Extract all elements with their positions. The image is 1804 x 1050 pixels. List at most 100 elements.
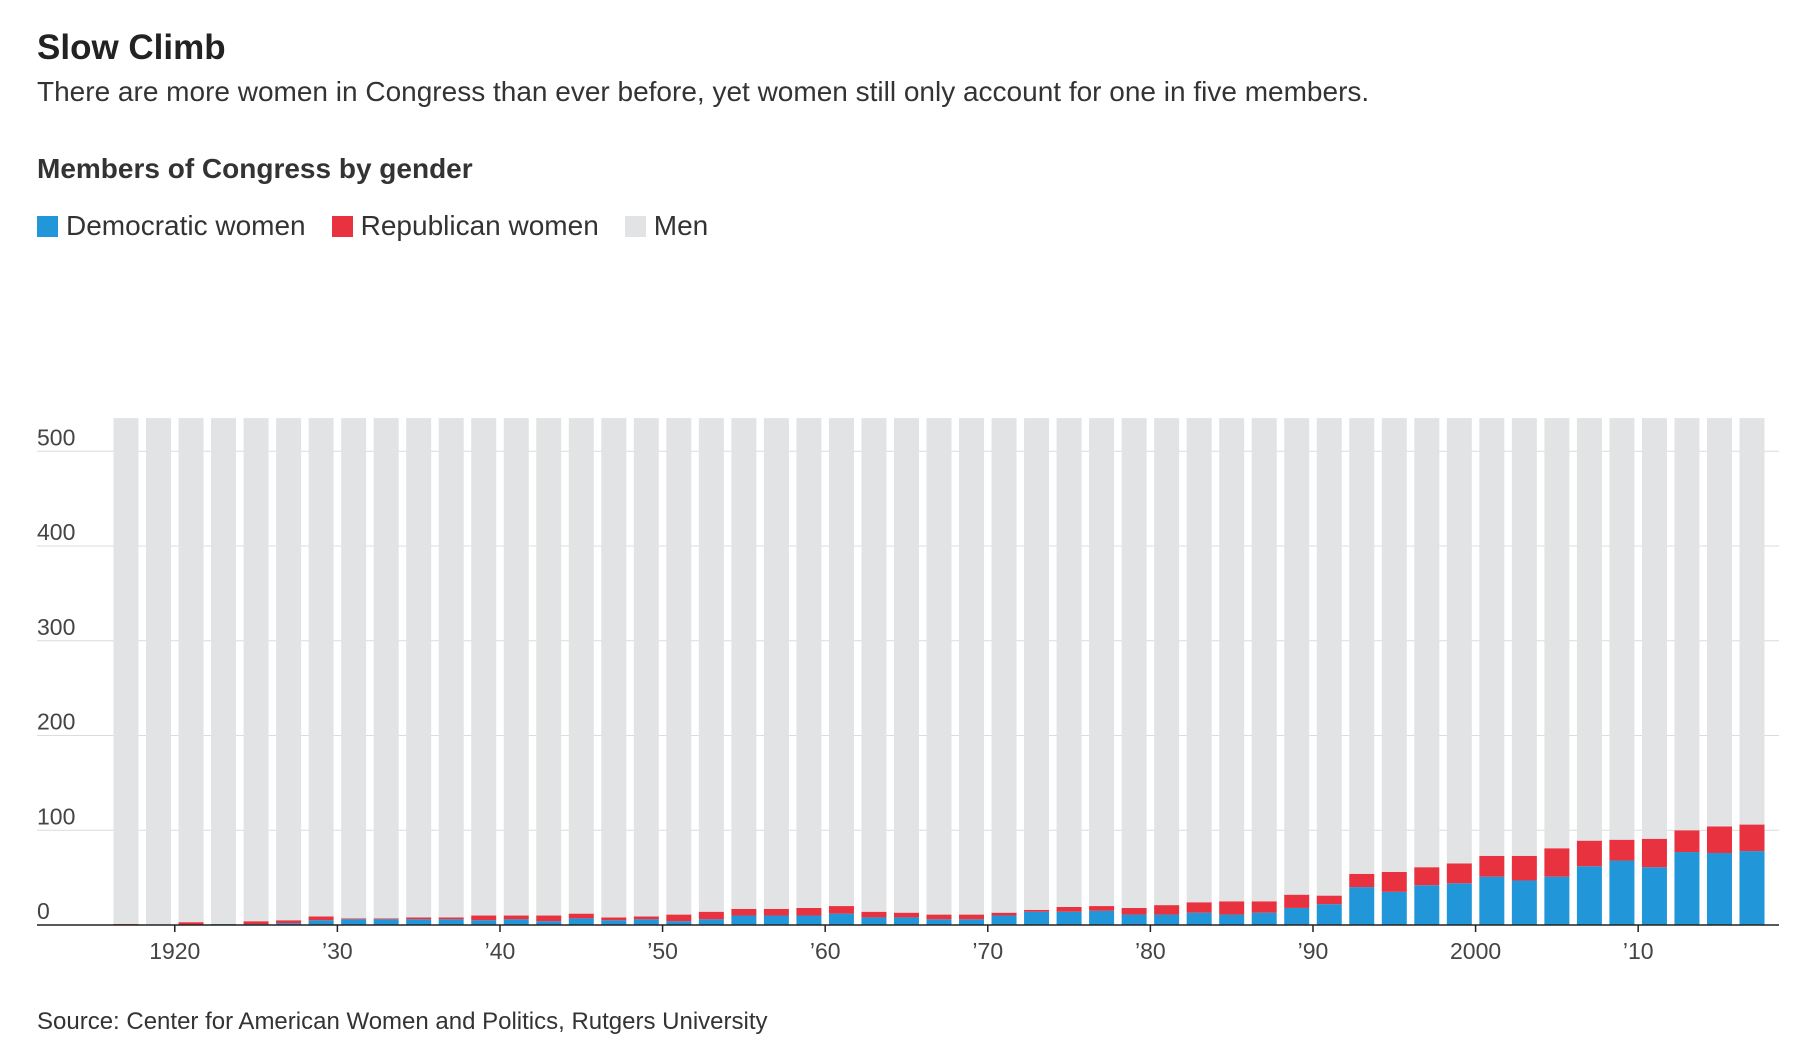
y-tick-label-100: 100 <box>37 803 75 829</box>
bar-men-1939 <box>471 418 497 916</box>
x-tick-label-1970: ’70 <box>972 938 1003 964</box>
bar-men-1951 <box>666 418 692 915</box>
bar-democratic-women-1985 <box>1219 914 1245 925</box>
bar-men-2013 <box>1674 418 1700 831</box>
bar-republican-women-2001 <box>1479 855 1505 877</box>
bar-men-1969 <box>959 418 985 915</box>
bar-republican-women-1971 <box>991 912 1017 916</box>
bar-men-1977 <box>1089 418 1115 907</box>
y-tick-label-200: 200 <box>37 709 75 735</box>
bar-democratic-women-1987 <box>1251 912 1277 925</box>
bar-republican-women-1925 <box>243 921 269 925</box>
chart-legend: Democratic women Republican women Men <box>37 210 734 242</box>
bar-democratic-women-1965 <box>893 917 919 925</box>
bar-men-1931 <box>341 418 367 919</box>
bar-republican-women-1975 <box>1056 906 1082 912</box>
bar-republican-women-1961 <box>828 906 854 914</box>
bar-men-1983 <box>1186 418 1212 903</box>
bar-democratic-women-2003 <box>1511 880 1537 925</box>
bar-republican-women-2017 <box>1739 824 1765 852</box>
bar-republican-women-1949 <box>633 916 659 920</box>
bar-republican-women-1989 <box>1284 894 1310 908</box>
bar-men-1927 <box>276 418 302 921</box>
bar-men-1967 <box>926 418 952 915</box>
bar-men-1917 <box>113 418 139 925</box>
bar-men-1981 <box>1154 418 1180 906</box>
x-tick-label-1980: ’80 <box>1135 938 1166 964</box>
bar-men-1919 <box>146 418 172 925</box>
bar-men-2017 <box>1739 418 1765 825</box>
bar-democratic-women-1959 <box>796 915 822 925</box>
bar-men-2001 <box>1479 418 1505 856</box>
bar-democratic-women-1983 <box>1186 912 1212 925</box>
legend-swatch-men <box>624 215 646 237</box>
y-tick-label-500: 500 <box>37 424 75 450</box>
bar-men-1947 <box>601 418 627 918</box>
bar-democratic-women-1957 <box>763 915 789 925</box>
bar-republican-women-2009 <box>1609 839 1635 861</box>
legend-swatch-republican <box>331 215 353 237</box>
bar-republican-women-2015 <box>1706 826 1732 853</box>
bar-men-1959 <box>796 418 822 908</box>
bar-republican-women-1955 <box>731 908 757 916</box>
source-note: Source: Center for American Women and Po… <box>37 1008 768 1035</box>
bar-republican-women-1943 <box>536 915 562 922</box>
bar-men-1963 <box>861 418 887 912</box>
legend-item-republican-women: Republican women <box>331 210 599 242</box>
bar-men-1961 <box>828 418 854 907</box>
bar-republican-women-1985 <box>1219 901 1245 915</box>
bar-democratic-women-1961 <box>828 913 854 925</box>
bar-men-1935 <box>406 418 432 918</box>
bar-democratic-women-1947 <box>601 920 627 925</box>
bar-republican-women-1945 <box>568 913 594 919</box>
bar-democratic-women-1971 <box>991 915 1017 925</box>
bar-democratic-women-1941 <box>503 919 529 925</box>
bar-republican-women-1933 <box>373 918 399 920</box>
bar-democratic-women-1939 <box>471 920 497 925</box>
bar-democratic-women-1929 <box>308 920 334 925</box>
bar-democratic-women-1969 <box>959 919 985 925</box>
bar-democratic-women-1967 <box>926 919 952 925</box>
bar-democratic-women-1979 <box>1121 914 1147 925</box>
bar-democratic-women-2017 <box>1739 851 1765 925</box>
bar-democratic-women-1937 <box>438 919 464 925</box>
bar-democratic-women-1933 <box>373 919 399 925</box>
bar-men-2003 <box>1511 418 1537 856</box>
bar-men-1991 <box>1316 418 1342 896</box>
bar-republican-women-2005 <box>1544 848 1570 877</box>
bar-republican-women-1927 <box>276 920 302 924</box>
bar-men-1971 <box>991 418 1017 913</box>
bar-men-2009 <box>1609 418 1635 840</box>
bar-men-2007 <box>1576 418 1602 841</box>
bar-democratic-women-1935 <box>406 919 432 925</box>
bar-democratic-women-1955 <box>731 915 757 925</box>
bar-republican-women-1941 <box>503 915 529 920</box>
bar-men-1925 <box>243 418 269 922</box>
bar-men-1933 <box>373 418 399 919</box>
x-tick-label-1990: ’90 <box>1298 938 1329 964</box>
bar-democratic-women-1999 <box>1446 883 1472 925</box>
bar-republican-women-1973 <box>1024 909 1050 912</box>
bar-democratic-women-2005 <box>1544 876 1570 925</box>
bar-men-1975 <box>1056 418 1082 907</box>
bar-republican-women-1993 <box>1349 873 1375 888</box>
x-tick-label-1950: ’50 <box>647 938 678 964</box>
bar-democratic-women-2009 <box>1609 860 1635 925</box>
bar-republican-women-1965 <box>893 912 919 918</box>
bar-men-1993 <box>1349 418 1375 874</box>
bar-men-1957 <box>763 418 789 909</box>
bar-democratic-women-1927 <box>276 923 302 925</box>
bar-men-1985 <box>1219 418 1245 902</box>
bar-democratic-women-2011 <box>1641 867 1667 925</box>
bar-republican-women-1979 <box>1121 907 1147 915</box>
bar-men-1997 <box>1414 418 1440 868</box>
bar-men-1955 <box>731 418 757 909</box>
bar-men-1995 <box>1381 418 1407 872</box>
bar-republican-women-1997 <box>1414 867 1440 886</box>
bar-republican-women-1967 <box>926 914 952 920</box>
bar-republican-women-1983 <box>1186 902 1212 913</box>
bar-republican-women-2013 <box>1674 830 1700 853</box>
bar-men-1999 <box>1446 418 1472 864</box>
bar-democratic-women-1953 <box>698 919 724 925</box>
bar-republican-women-1995 <box>1381 871 1407 892</box>
